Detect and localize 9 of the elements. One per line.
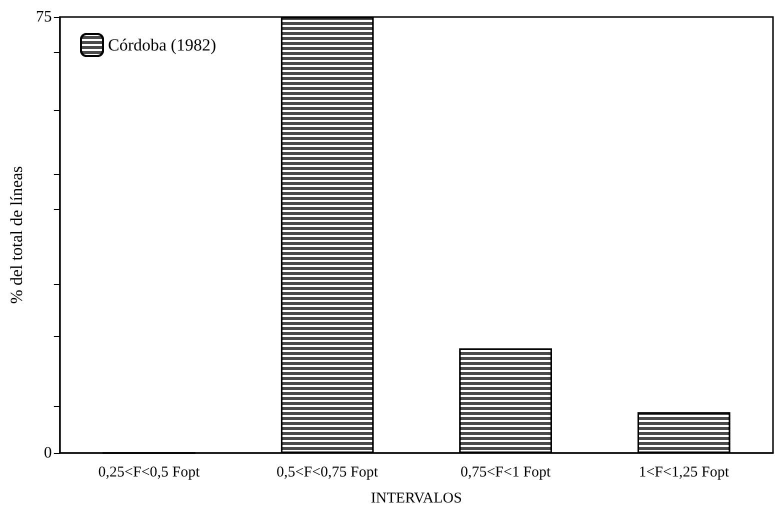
y-tick-label: 75: [36, 8, 52, 26]
x-tick-label: 0,25<F<0,5 Fopt: [98, 464, 201, 480]
x-axis-title: INTERVALOS: [370, 490, 462, 506]
x-tick-label: 0,75<F<1 Fopt: [460, 464, 552, 480]
y-tick-label: 0: [44, 444, 52, 462]
x-tick-label: 0,5<F<0,75 Fopt: [276, 464, 379, 480]
legend-label: Córdoba (1982): [108, 36, 216, 54]
x-tick-label: 1<F<1,25 Fopt: [638, 464, 730, 480]
y-axis-title: % del total de líneas: [7, 166, 26, 304]
